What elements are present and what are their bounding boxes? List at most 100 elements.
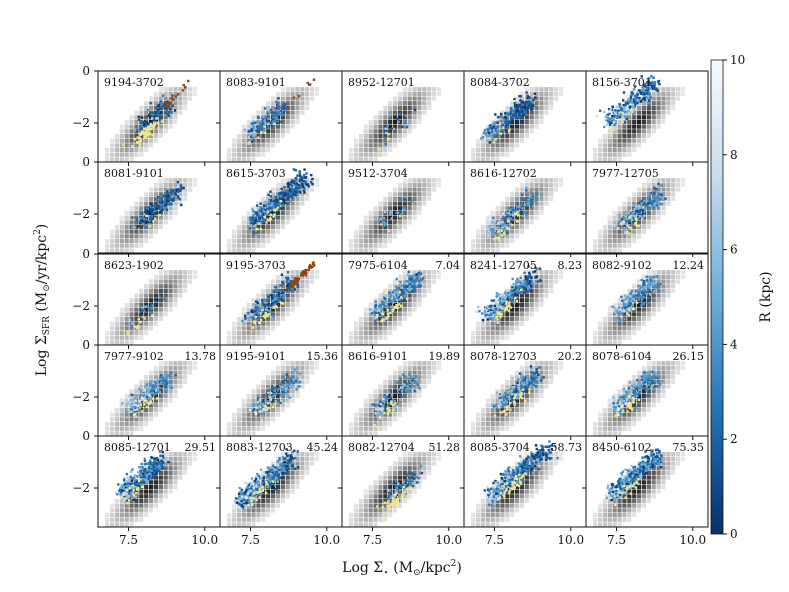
density-hex <box>153 224 159 230</box>
density-hex <box>539 302 544 308</box>
highlight-point <box>138 136 141 140</box>
density-hex <box>666 105 671 111</box>
panel-8156-3701: 8156-3701 <box>582 70 709 166</box>
density-hex <box>129 152 134 157</box>
density-hex <box>114 426 120 431</box>
panel-name: 7975-6104 <box>348 259 408 272</box>
density-hex <box>270 110 276 115</box>
density-hex <box>412 284 417 289</box>
density-hex <box>236 143 242 148</box>
data-point <box>621 109 624 113</box>
data-point <box>626 298 629 301</box>
density-hex <box>392 105 398 111</box>
density-hex <box>188 270 193 275</box>
density-hex <box>519 129 525 134</box>
data-point <box>166 100 169 104</box>
density-hex <box>402 178 407 183</box>
data-point <box>655 87 658 91</box>
data-point <box>611 116 615 119</box>
data-point <box>503 301 506 305</box>
data-point <box>503 225 506 228</box>
data-point <box>167 197 170 200</box>
density-hex <box>119 138 124 143</box>
data-point <box>628 300 631 303</box>
data-point <box>177 196 180 200</box>
density-hex <box>392 187 398 192</box>
data-point <box>167 203 170 206</box>
density-hex <box>539 115 544 120</box>
data-point <box>383 220 386 224</box>
density-hex <box>163 393 168 399</box>
density-hex <box>392 129 398 134</box>
data-point <box>287 184 290 187</box>
density-hex <box>514 321 520 326</box>
density-hex <box>641 187 647 192</box>
density-hex <box>666 96 671 101</box>
density-hex <box>383 143 388 148</box>
data-point <box>647 196 651 199</box>
density-hex <box>168 91 173 96</box>
data-point <box>253 212 257 215</box>
density-hex <box>661 284 666 289</box>
density-hex <box>636 101 642 106</box>
panel-7975-6104: 7975-6104 7.04 <box>338 253 465 349</box>
data-point <box>250 122 253 125</box>
data-point <box>641 297 645 300</box>
data-point <box>527 106 530 109</box>
density-hex <box>139 298 144 303</box>
density-hex <box>266 215 271 220</box>
density-hex <box>602 321 608 326</box>
density-hex <box>148 288 154 294</box>
data-point <box>151 206 154 209</box>
density-hex <box>407 302 412 308</box>
density-hex <box>607 229 612 234</box>
density-hex <box>544 284 549 289</box>
data-point <box>519 303 522 306</box>
highlight-point <box>612 128 616 131</box>
density-hex <box>114 431 120 436</box>
data-point <box>180 203 183 207</box>
density-hex <box>158 133 163 139</box>
density-hex <box>270 321 276 326</box>
highlight-point <box>386 316 390 319</box>
data-point <box>617 222 620 226</box>
data-point <box>637 291 640 294</box>
data-point <box>637 204 640 208</box>
density-hex <box>388 326 393 331</box>
data-point <box>249 315 253 319</box>
data-point <box>645 88 648 92</box>
density-hex <box>192 182 198 187</box>
highlight-point <box>396 306 399 310</box>
density-hex <box>368 124 373 129</box>
data-point <box>642 292 645 295</box>
data-point <box>268 310 271 313</box>
density-hex <box>163 398 168 403</box>
density-hex <box>139 389 144 394</box>
highlight-point <box>138 141 141 144</box>
density-hex <box>261 312 266 317</box>
data-point <box>626 295 630 299</box>
data-point <box>179 186 183 189</box>
density-hex <box>153 407 159 413</box>
data-point <box>608 112 611 115</box>
density-hex <box>641 293 647 298</box>
data-point <box>256 318 259 321</box>
density-hex <box>144 192 149 197</box>
density-hex <box>378 119 383 125</box>
density-hex <box>539 192 544 197</box>
density-hex <box>363 147 368 153</box>
density-hex <box>163 119 168 125</box>
data-point <box>530 108 533 111</box>
density-hex <box>636 187 642 192</box>
density-hex <box>158 384 163 389</box>
data-point <box>499 297 502 300</box>
density-hex <box>383 147 388 153</box>
density-hex <box>168 105 173 111</box>
data-point <box>492 299 496 302</box>
density-hex <box>412 196 417 202</box>
data-point <box>603 125 606 129</box>
density-hex <box>671 182 676 187</box>
density-hex <box>129 229 134 234</box>
data-point <box>611 105 614 109</box>
highlight-point <box>630 111 634 114</box>
